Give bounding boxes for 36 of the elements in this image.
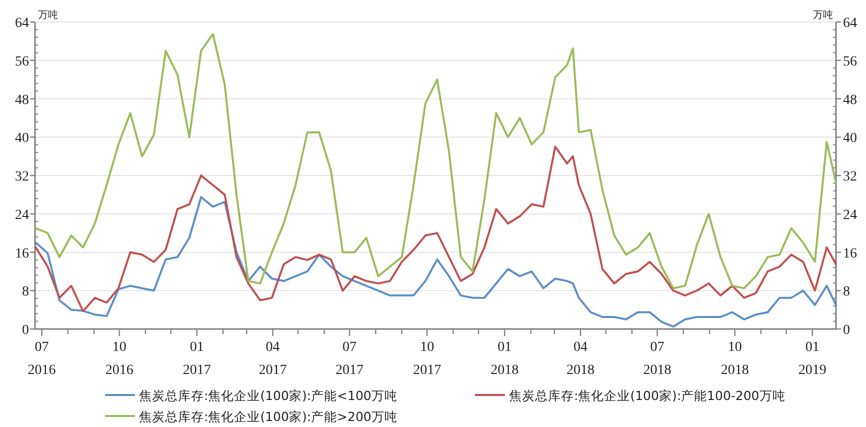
legend-label: 焦炭总库存:焦化企业(100家):产能<100万吨 [139, 388, 398, 403]
x-tick-label: 07 2016 [28, 340, 56, 378]
y-tick-label: 40 [15, 131, 29, 146]
y-tick-label: 24 [15, 208, 29, 223]
y-tick-label: 48 [15, 92, 29, 108]
y2-tick-label: 0 [843, 323, 850, 338]
y2-tick-label: 32 [843, 170, 857, 184]
x-tick-label: 10 2017 [413, 340, 442, 378]
x-tick-label: 07 2018 [643, 340, 672, 378]
line-series [34, 146, 837, 312]
line-series [34, 32, 837, 290]
y-tick-label: 16 [15, 246, 29, 262]
y-tick-label: 0 [22, 323, 29, 338]
y-tick-label: 64 [15, 16, 29, 31]
legend-label: 焦炭总库存:焦化企业(100家):产能100-200万吨 [509, 388, 786, 403]
y-tick-label: 8 [22, 284, 29, 300]
x-tick-label: 04 2018 [566, 340, 595, 378]
y2-tick-label: 8 [843, 284, 850, 300]
x-tick-label: 10 2016 [105, 340, 134, 378]
y2-tick-label: 24 [843, 208, 857, 223]
y2-tick-label: 56 [843, 54, 857, 70]
legend-label: 焦炭总库存:焦化企业(100家):产能>200万吨 [139, 409, 398, 424]
y-tick-label: 56 [15, 54, 29, 70]
x-tick-label: 01 2018 [490, 340, 519, 378]
x-tick-label: 01 2019 [798, 340, 826, 378]
x-tick-label: 01 2017 [182, 340, 211, 378]
y-tick-label: 32 [15, 170, 29, 184]
y2-tick-label: 48 [843, 92, 857, 108]
y2-tick-label: 16 [843, 246, 857, 262]
y2-tick-label: 40 [843, 131, 857, 146]
y2-tick-label: 64 [843, 16, 857, 31]
x-tick-label: 04 2017 [258, 340, 287, 378]
x-tick-label: 10 2018 [720, 340, 749, 378]
y2-axis-title: 万吨 [813, 9, 833, 21]
y-axis-title: 万吨 [38, 9, 58, 21]
x-tick-label: 07 2017 [336, 340, 364, 378]
